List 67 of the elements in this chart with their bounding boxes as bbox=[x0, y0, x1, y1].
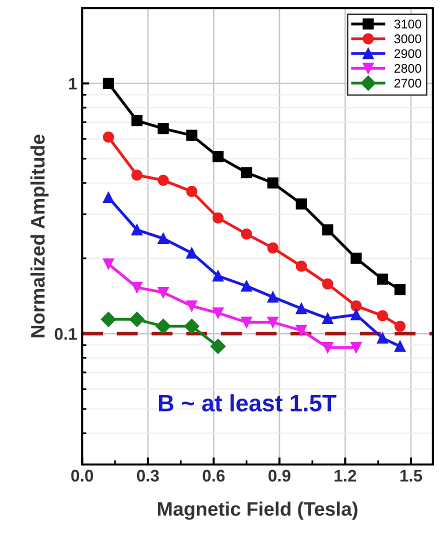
point bbox=[267, 292, 278, 303]
legend-label: 3100 bbox=[394, 20, 422, 28]
point bbox=[241, 316, 252, 328]
point bbox=[158, 174, 169, 186]
point bbox=[376, 332, 388, 344]
point bbox=[267, 242, 278, 254]
point bbox=[350, 300, 362, 312]
point bbox=[296, 324, 307, 336]
point bbox=[296, 302, 307, 314]
point bbox=[131, 170, 142, 181]
y-tick-label: 1 bbox=[69, 78, 77, 90]
y-tick-label: 0.1 bbox=[54, 328, 77, 340]
x-tick-label: 1.5 bbox=[400, 470, 422, 482]
point bbox=[212, 270, 224, 282]
legend-label: 3000 bbox=[394, 34, 422, 44]
point bbox=[350, 252, 362, 264]
point bbox=[212, 307, 224, 318]
legend-label: 2800 bbox=[394, 64, 422, 73]
point bbox=[184, 318, 200, 334]
point bbox=[241, 228, 252, 240]
point bbox=[186, 247, 198, 259]
point bbox=[129, 312, 145, 327]
annotation: B ~ at least 1.5T bbox=[159, 394, 336, 412]
point bbox=[376, 310, 388, 322]
point bbox=[394, 320, 406, 332]
x-tick-label: 0.6 bbox=[202, 470, 225, 482]
point bbox=[186, 300, 198, 312]
point bbox=[186, 186, 198, 198]
point bbox=[212, 151, 224, 162]
point bbox=[322, 312, 334, 324]
point bbox=[296, 260, 307, 272]
point bbox=[156, 318, 171, 334]
point bbox=[158, 122, 169, 134]
point bbox=[322, 278, 334, 290]
point bbox=[131, 224, 142, 236]
legend-label: 2900 bbox=[394, 49, 422, 58]
point bbox=[322, 342, 334, 354]
point bbox=[100, 312, 116, 327]
point bbox=[350, 342, 362, 354]
point bbox=[131, 282, 142, 293]
point bbox=[210, 338, 226, 354]
point bbox=[241, 280, 252, 292]
point bbox=[102, 192, 114, 204]
point bbox=[102, 132, 114, 143]
point bbox=[158, 286, 169, 298]
point bbox=[212, 212, 224, 224]
point bbox=[102, 78, 114, 89]
x-tick-label: 0.0 bbox=[71, 470, 94, 482]
point bbox=[267, 316, 278, 328]
point bbox=[131, 115, 142, 126]
x-tick-label: 0.9 bbox=[268, 470, 290, 482]
point bbox=[394, 284, 406, 296]
point bbox=[376, 274, 388, 285]
y-axis-title: Normalized Amplitude bbox=[30, 134, 49, 338]
point bbox=[102, 258, 114, 270]
point bbox=[296, 198, 307, 210]
point bbox=[241, 167, 252, 178]
point bbox=[267, 177, 278, 189]
legend-label: 2700 bbox=[394, 78, 422, 88]
point bbox=[322, 224, 334, 236]
point bbox=[394, 340, 406, 352]
point bbox=[158, 232, 169, 244]
point bbox=[350, 309, 362, 320]
x-axis-title: Magnetic Field (Tesla) bbox=[158, 502, 358, 520]
x-tick-label: 0.3 bbox=[136, 470, 159, 482]
x-tick-label: 1.2 bbox=[334, 470, 356, 482]
point bbox=[186, 130, 198, 141]
